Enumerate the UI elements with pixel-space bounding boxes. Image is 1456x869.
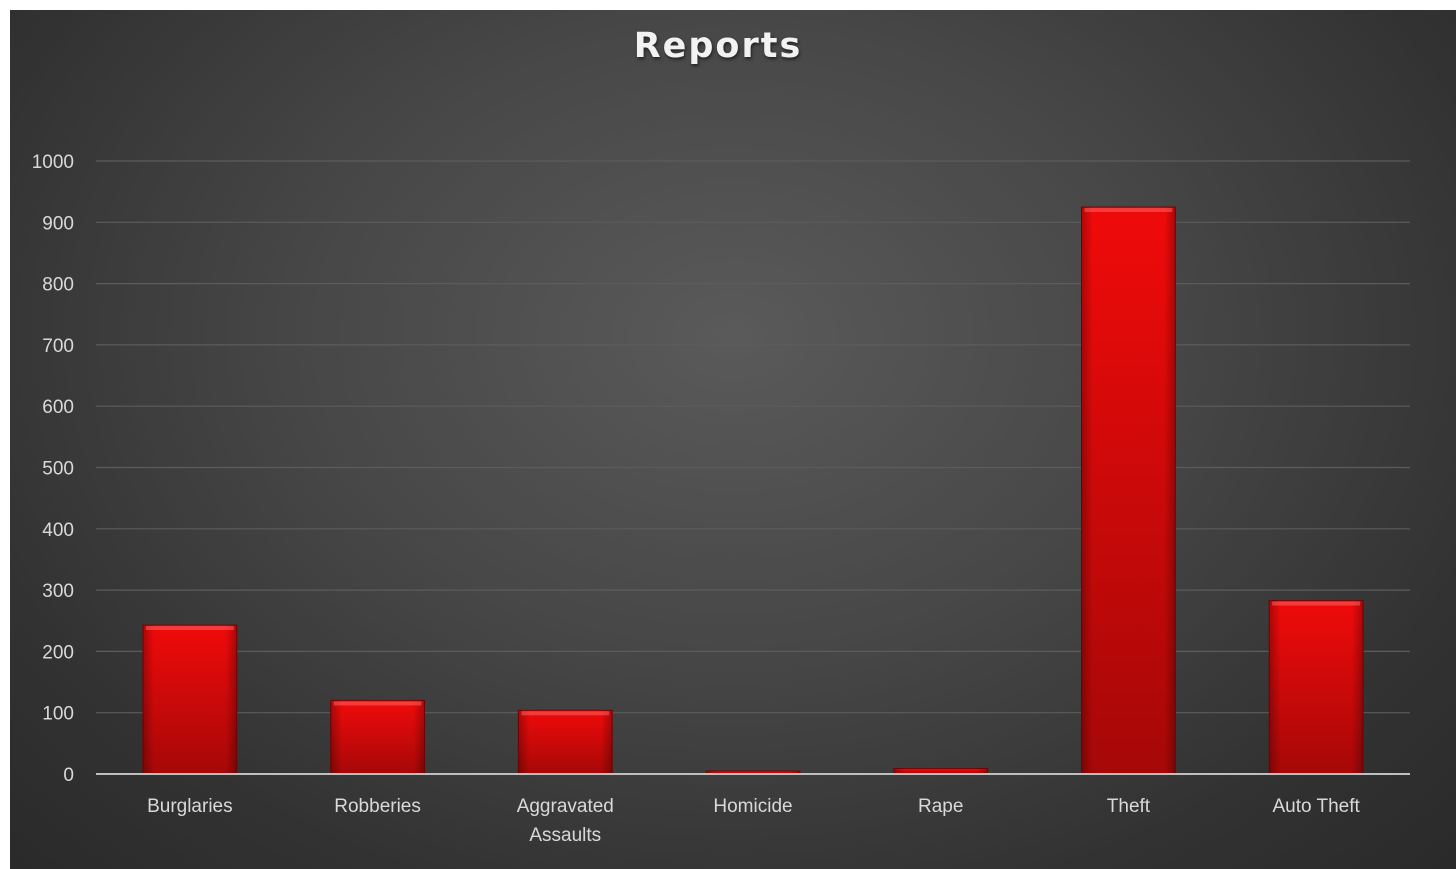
bar-shading (706, 770, 800, 774)
x-category-line: Assaults (529, 825, 601, 846)
bar-group (1081, 206, 1176, 775)
y-tick-label: 600 (42, 397, 74, 418)
bar-bevel (1084, 207, 1173, 212)
y-tick-label: 500 (42, 459, 74, 480)
x-category-line: Burglaries (147, 796, 233, 817)
chart-area (10, 10, 1456, 869)
bar-bevel (521, 711, 610, 716)
axes: 0 100 200 300 400 500 600 700 800 900 1000 Burglari… (32, 152, 1410, 846)
y-tick-label: 700 (42, 336, 74, 357)
x-category-label: Burglaries (147, 796, 233, 817)
x-category-line: Theft (1107, 796, 1151, 817)
x-category-line: Robberies (334, 796, 421, 817)
x-category-line: Homicide (713, 796, 792, 817)
x-category-line: Auto Theft (1272, 796, 1360, 817)
y-tick-label: 300 (42, 581, 74, 602)
chart-title: Reports (633, 26, 803, 66)
x-category-label: Homicide (713, 796, 792, 817)
gridlines (96, 160, 1410, 714)
y-tick-label: 800 (42, 275, 74, 296)
bar-bevel (145, 626, 234, 631)
x-category-label: Robberies (334, 796, 421, 817)
bar-bevel (1272, 601, 1361, 606)
bar-shading (518, 710, 613, 774)
bar-group (517, 709, 613, 775)
bar-shading (1081, 206, 1176, 775)
y-tick-label: 900 (42, 213, 74, 234)
x-category-label: Theft (1107, 796, 1151, 817)
x-category-label: Aggravated Assaults (517, 796, 614, 846)
y-tick-label: 1000 (32, 152, 74, 173)
bar-bevel (333, 701, 422, 706)
bar-shading (142, 625, 237, 774)
bar-shading (893, 768, 988, 774)
bars (142, 206, 1364, 775)
x-category-line: Aggravated (517, 796, 614, 817)
bar-shading (1269, 600, 1364, 774)
bar-group (330, 699, 425, 775)
y-tick-label: 200 (42, 642, 74, 663)
y-tick-label: 100 (42, 704, 74, 725)
x-category-label: Auto Theft (1272, 796, 1360, 817)
y-tick-label: 400 (42, 520, 74, 541)
y-tick-label: 0 (63, 765, 74, 786)
x-category-line: Rape (918, 796, 963, 817)
x-category-label: Rape (918, 796, 963, 817)
bar-group (1268, 600, 1364, 775)
bar-shading (330, 700, 425, 774)
bar-group (142, 624, 238, 775)
